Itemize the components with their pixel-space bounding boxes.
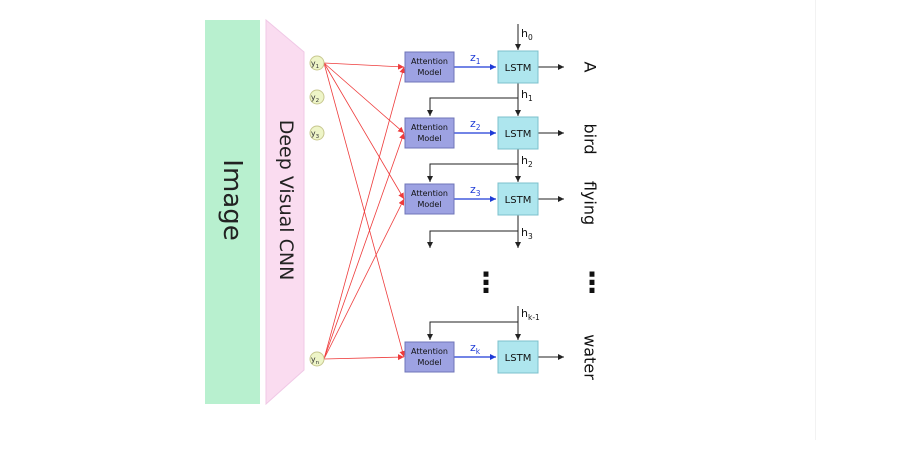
z-label: z3 xyxy=(470,183,481,198)
attention-model-2: Attention Model xyxy=(404,117,455,149)
attention-connection-line xyxy=(323,66,406,360)
attention-label: Model xyxy=(417,134,441,143)
attention-model-1: Attention Model xyxy=(404,51,455,83)
feature-circle xyxy=(309,55,325,71)
feature-y1: y1 xyxy=(309,55,325,71)
feature-y2: y2 xyxy=(309,89,325,105)
output-word-3: flying xyxy=(581,181,600,225)
attention-label: Attention xyxy=(411,57,448,66)
feature-label: y2 xyxy=(311,93,319,104)
cnn-block xyxy=(265,18,305,406)
lstm-label: LSTM xyxy=(505,353,532,364)
attention-label: Attention xyxy=(411,347,448,356)
cnn-label: Deep Visual CNN xyxy=(275,120,297,281)
lstm-cell-3: LSTM xyxy=(497,182,539,216)
h-label: h1 xyxy=(521,88,533,103)
feature-label: yn xyxy=(311,355,320,366)
lstm-label: LSTM xyxy=(505,63,532,74)
hidden-state-flow xyxy=(427,24,564,360)
attention-connection-line xyxy=(323,354,405,361)
output-word-2: bird xyxy=(581,123,600,154)
ellipsis-words: ⋮ xyxy=(578,266,606,299)
output-word-k: water xyxy=(581,334,600,380)
image-block xyxy=(205,20,260,404)
feature-y3: y3 xyxy=(309,125,325,141)
z-label: zk xyxy=(470,341,481,356)
attention-label: Attention xyxy=(411,189,448,198)
h-labels: h0 h1 h2 h3 hk-1 xyxy=(521,27,540,322)
ellipsis-middle: ⋮ xyxy=(472,266,500,299)
lstm-label: LSTM xyxy=(505,129,532,140)
attention-connection-line xyxy=(323,62,405,200)
attention-label: Model xyxy=(417,68,441,77)
feature-circle xyxy=(309,351,325,367)
lstm-cell-k: LSTM xyxy=(497,340,539,374)
h-label: hk-1 xyxy=(521,307,540,322)
attention-connection-line xyxy=(323,62,405,134)
attention-label: Attention xyxy=(411,123,448,132)
attention-model-3: Attention Model xyxy=(404,183,455,215)
output-word-1: A xyxy=(581,62,600,73)
feature-circle xyxy=(309,125,325,141)
image-label: Image xyxy=(217,159,247,240)
feature-yn: yn xyxy=(309,351,325,367)
attention-label: Model xyxy=(417,358,441,367)
feature-label: y1 xyxy=(311,59,319,70)
z-label: z1 xyxy=(470,51,481,66)
page-divider-line xyxy=(815,0,816,440)
z-labels: z1 z2 z3 zk xyxy=(470,51,481,356)
h-label: h3 xyxy=(521,226,533,241)
attention-connection-line xyxy=(323,62,406,358)
feature-circle xyxy=(309,89,325,105)
attention-connections xyxy=(323,62,406,361)
lstm-label: LSTM xyxy=(505,195,532,206)
z-label: z2 xyxy=(470,117,481,132)
context-vector-arrows xyxy=(454,64,496,360)
attention-connection-line xyxy=(323,62,405,70)
attention-connection-line xyxy=(323,132,405,360)
lstm-cell-2: LSTM xyxy=(497,116,539,150)
h-label: h0 xyxy=(521,27,533,42)
h-label: h2 xyxy=(521,154,533,169)
attention-connection-line xyxy=(323,198,405,360)
attention-label: Model xyxy=(417,200,441,209)
feature-label: y3 xyxy=(311,129,320,140)
attention-model-k: Attention Model xyxy=(404,341,455,373)
lstm-cell-1: LSTM xyxy=(497,50,539,84)
